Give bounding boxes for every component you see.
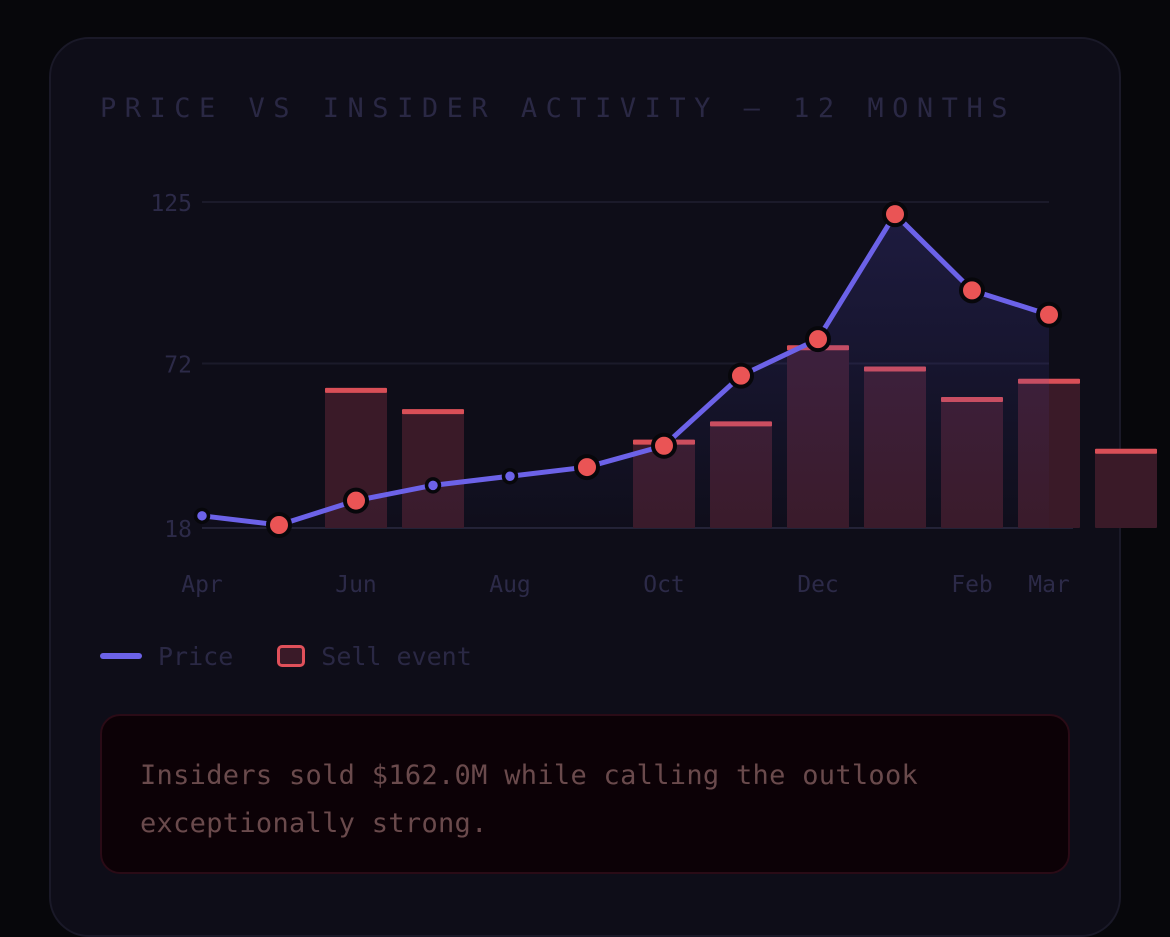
price-point-3 (424, 477, 442, 494)
sell-bar-cap-1 (325, 387, 387, 393)
x-tick-label-aug: Aug (489, 572, 531, 598)
price-point-0 (193, 507, 211, 525)
legend-item-sell-event: Sell event (277, 642, 472, 671)
x-tick-label-mar: Mar (1028, 572, 1070, 598)
x-tick-label-jun: Jun (335, 572, 377, 598)
legend-item-price: Price (100, 642, 233, 671)
price-area-fill (202, 214, 1049, 528)
x-tick-label-dec: Dec (797, 572, 839, 598)
sell-event-point-7 (728, 362, 754, 389)
sell-bar-1 (325, 387, 387, 528)
sell-event-point-8 (805, 326, 831, 353)
sell-event-point-11 (1036, 301, 1062, 328)
chart-title: PRICE VS INSIDER ACTIVITY — 12 MONTHS (100, 93, 1016, 124)
y-axis-ticks: 125 72 18 (150, 191, 192, 543)
sell-event-point-1 (266, 511, 292, 538)
x-tick-label-oct: Oct (643, 572, 685, 598)
y-tick-label-125: 125 (150, 191, 192, 217)
price-insider-chart: 125 72 18 Apr Jun Aug Oct Dec Feb Mar (150, 191, 1157, 598)
price-point-4 (501, 467, 519, 485)
sell-bar-11 (1095, 448, 1157, 528)
y-tick-label-18: 18 (164, 517, 192, 543)
price-line-series (199, 211, 1052, 528)
x-tick-label-apr: Apr (181, 572, 223, 598)
x-axis-ticks: Apr Jun Aug Oct Dec Feb Mar (181, 572, 1070, 598)
sell-event-point-2 (343, 487, 369, 514)
price-line (199, 211, 1052, 528)
legend-price-label: Price (158, 641, 234, 671)
insight-callout: Insiders sold $162.0M while calling the … (100, 714, 1070, 874)
y-tick-label-72: 72 (164, 352, 192, 378)
sell-bar-cap-2 (402, 409, 464, 415)
sell-event-point-10 (959, 277, 985, 304)
sell-event-point-6 (651, 432, 677, 459)
legend-price-swatch (100, 653, 142, 659)
chart-legend: Price Sell event (100, 638, 516, 674)
legend-sell-label: Sell event (321, 641, 472, 671)
callout-text: Insiders sold $162.0M while calling the … (140, 760, 919, 839)
sell-bar-cap-11 (1095, 448, 1157, 454)
price-area (202, 214, 1049, 528)
legend-sell-swatch (277, 645, 306, 667)
x-tick-label-feb: Feb (951, 572, 993, 598)
sell-event-point-5 (574, 454, 600, 481)
price-points (193, 201, 1062, 538)
sell-event-point-9 (882, 201, 908, 228)
